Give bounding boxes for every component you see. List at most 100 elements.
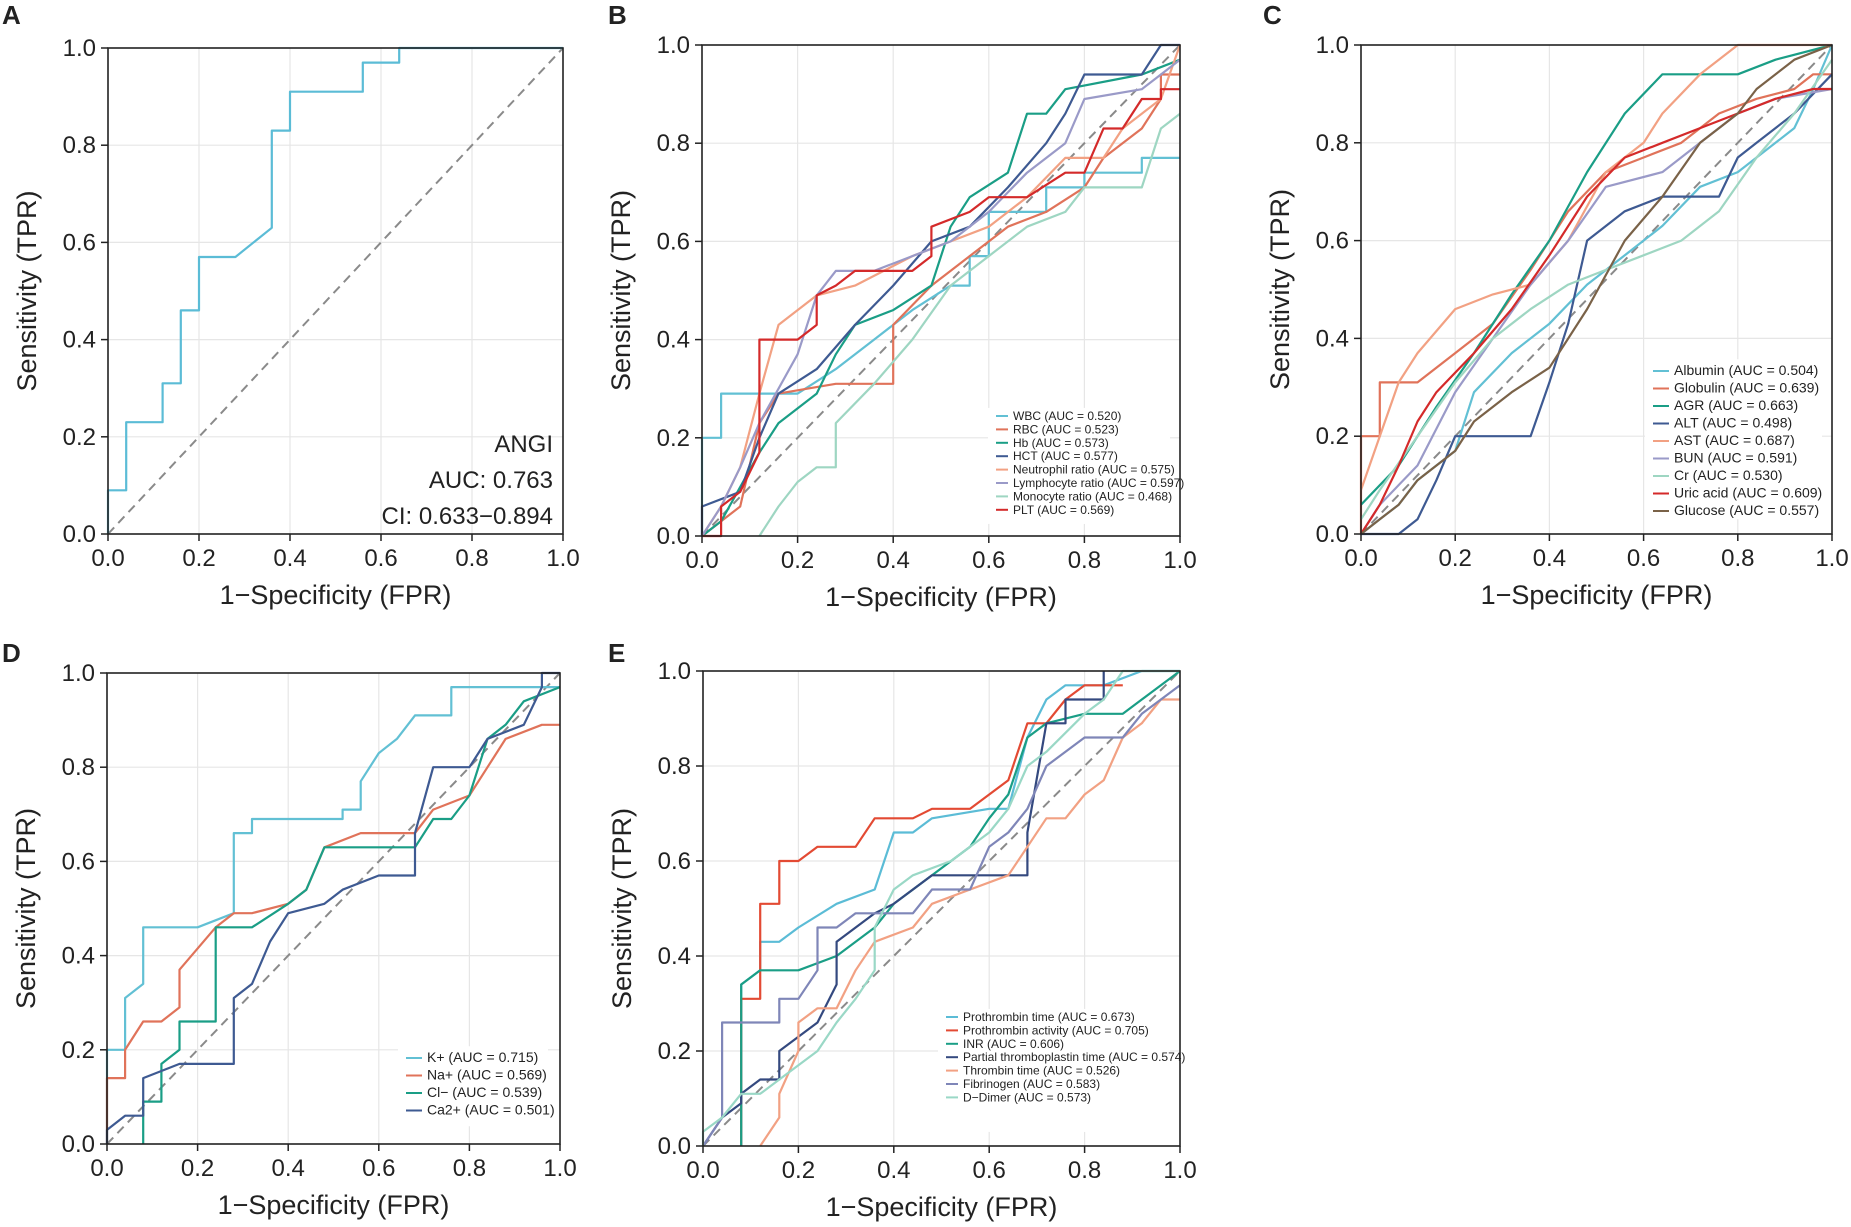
y-tick-label: 0.8 (658, 753, 691, 780)
y-tick-label: 0.0 (62, 1131, 95, 1158)
y-tick-label: 0.4 (657, 327, 690, 354)
legend-label: AST (AUC = 0.687) (1674, 432, 1795, 448)
x-tick-label: 0.0 (686, 1157, 719, 1184)
legend-background (938, 1008, 1170, 1132)
plot-frame (702, 670, 1181, 1147)
y-tick-label: 1.0 (63, 35, 96, 62)
x-tick-label: 0.0 (90, 1155, 123, 1182)
legend-label: Cr (AUC = 0.530) (1674, 467, 1783, 483)
legend-label: Ca2+ (AUC = 0.501) (427, 1102, 555, 1118)
y-tick-label: 0.6 (62, 848, 95, 875)
x-axis-label: 1−Specificity (FPR) (825, 582, 1057, 612)
y-tick-label: 0.0 (1316, 521, 1349, 548)
roc-curve-9 (1360, 43, 1833, 535)
x-tick-label: 0.6 (362, 1155, 395, 1182)
y-tick-label: 1.0 (62, 660, 95, 687)
roc-curve-1 (105, 686, 560, 1144)
y-tick-label: 0.6 (1316, 228, 1349, 255)
y-axis-label: Sensitivity (TPR) (1265, 189, 1295, 390)
roc-curve-8 (702, 88, 1180, 538)
legend-background (988, 407, 1170, 524)
x-axis-label: 1−Specificity (FPR) (220, 580, 452, 610)
legend-label: Cl− (AUC = 0.539) (427, 1084, 542, 1100)
auc-annotation: CI: 0.633−0.894 (382, 503, 553, 530)
reference-diagonal (107, 47, 564, 535)
y-axis-label: Sensitivity (TPR) (12, 190, 42, 391)
x-tick-label: 1.0 (1163, 1157, 1196, 1184)
legend: Prothrombin time (AUC = 0.673)Prothrombi… (938, 1008, 1185, 1132)
x-tick-label: 0.4 (877, 1157, 910, 1184)
legend-label: Uric acid (AUC = 0.609) (1674, 485, 1822, 501)
y-tick-label: 0.2 (1316, 423, 1349, 450)
roc-panel-b: B 0.00.0 0.2 0.2 0.4 0.4 0.6 0.6 0.8 0.8 1.0 1.0 1−S… (606, 0, 1197, 612)
roc-curve-7 (701, 669, 1180, 1146)
legend-label: Albumin (AUC = 0.504) (1674, 362, 1818, 378)
roc-curve-3 (1360, 43, 1833, 506)
y-axis-label: Sensitivity (TPR) (606, 190, 636, 391)
y-tick-label: 0.0 (63, 521, 96, 548)
x-tick-label: 0.4 (272, 1155, 305, 1182)
roc-panel-d: D 0.00.0 0.2 0.2 0.4 0.4 0.6 0.6 0.8 0.8 1.0 1.0 1−S… (2, 638, 577, 1220)
x-tick-label: 0.8 (453, 1155, 486, 1182)
y-tick-label: 0.2 (658, 1038, 691, 1065)
roc-curve-4 (702, 671, 1105, 1147)
reference-diagonal (702, 670, 1181, 1147)
x-tick-label: 0.4 (877, 547, 910, 574)
y-tick-label: 0.8 (657, 130, 690, 157)
legend-label: Globulin (AUC = 0.639) (1674, 380, 1819, 396)
roc-curve-2 (740, 684, 1123, 1146)
legend: Albumin (AUC = 0.504) Globulin (AUC = 0.6… (1645, 359, 1822, 520)
auc-annotation: ANGI (494, 431, 553, 458)
legend: WBC (AUC = 0.520)RBC (AUC = 0.523)Hb (AU… (988, 407, 1184, 524)
y-tick-label: 0.4 (1316, 325, 1349, 352)
y-tick-label: 0.8 (1316, 130, 1349, 157)
x-tick-label: 1.0 (543, 1155, 576, 1182)
roc-curve-1 (106, 46, 563, 534)
x-tick-label: 0.2 (181, 1155, 214, 1182)
legend-label: RBC (AUC = 0.523) (1013, 422, 1119, 436)
auc-annotation: AUC: 0.763 (429, 467, 553, 494)
x-tick-label: 0.2 (782, 1157, 815, 1184)
x-tick-label: 0.2 (182, 545, 215, 572)
roc-curve-3 (142, 686, 561, 1144)
legend-label: Na+ (AUC = 0.569) (427, 1067, 547, 1083)
legend-label: Partial thromboplastin time (AUC = 0.574… (963, 1050, 1185, 1064)
legend-label: ALT (AUC = 0.498) (1674, 415, 1792, 431)
legend-label: Prothrombin time (AUC = 0.673) (963, 1010, 1135, 1024)
legend-label: Lymphocyte ratio (AUC = 0.597) (1013, 476, 1184, 490)
y-tick-label: 0.0 (658, 1133, 691, 1160)
panel-letter: C (1263, 0, 1282, 30)
panel-letter: E (608, 638, 625, 668)
y-tick-label: 0.0 (657, 523, 690, 550)
x-tick-label: 0.2 (1439, 545, 1472, 572)
legend-label: WBC (AUC = 0.520) (1013, 409, 1121, 423)
reference-diagonal (701, 44, 1181, 537)
x-tick-label: 0.8 (455, 545, 488, 572)
legend-label: Prothrombin activity (AUC = 0.705) (963, 1023, 1149, 1037)
y-tick-label: 0.6 (657, 228, 690, 255)
x-tick-label: 1.0 (1815, 545, 1848, 572)
x-tick-label: 1.0 (1163, 547, 1196, 574)
y-tick-label: 0.2 (63, 424, 96, 451)
x-tick-label: 0.6 (973, 1157, 1006, 1184)
y-tick-label: 0.6 (63, 229, 96, 256)
x-tick-label: 0.6 (1627, 545, 1660, 572)
legend-label: Glucose (AUC = 0.557) (1674, 502, 1819, 518)
plot-frame (1360, 44, 1833, 535)
roc-panel-c: C 0.00.0 0.2 0.2 0.4 0.4 0.6 0.6 0.8 0.8 1.0 1.0 1−S… (1263, 0, 1849, 610)
roc-curve-8 (1360, 87, 1832, 535)
y-tick-label: 1.0 (1316, 32, 1349, 59)
y-tick-label: 0.2 (62, 1037, 95, 1064)
roc-panel-e: E 0.00.0 0.2 0.2 0.4 0.4 0.6 0.6 0.8 0.8 1.0 1.0 1−S… (607, 638, 1197, 1222)
legend-label: PLT (AUC = 0.569) (1013, 503, 1114, 517)
x-tick-label: 0.8 (1721, 545, 1754, 572)
y-tick-label: 0.4 (62, 943, 95, 970)
x-tick-label: 0.4 (1533, 545, 1566, 572)
y-tick-label: 0.8 (63, 132, 96, 159)
y-axis-label: Sensitivity (TPR) (607, 808, 637, 1009)
x-tick-label: 0.0 (1344, 545, 1377, 572)
legend-label: Neutrophil ratio (AUC = 0.575) (1013, 463, 1175, 477)
x-axis-label: 1−Specificity (FPR) (1481, 580, 1713, 610)
x-tick-label: 0.0 (685, 547, 718, 574)
